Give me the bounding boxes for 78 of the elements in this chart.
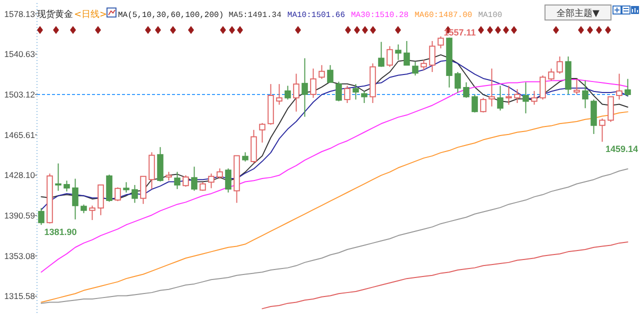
annotation: MA(5,10,30,60,100,200) <box>118 11 224 20</box>
line-series <box>262 241 628 310</box>
candlestick <box>114 186 121 202</box>
candlestick <box>72 178 78 220</box>
candlestick <box>208 173 214 189</box>
y-tick-label: 1315.58 <box>4 291 36 302</box>
candlestick <box>352 84 359 100</box>
candlestick <box>310 68 316 98</box>
candlestick <box>378 41 384 68</box>
candlestick <box>55 162 62 192</box>
candlestick <box>506 85 512 106</box>
candlestick <box>174 171 180 190</box>
text: 现货黄金 <box>37 9 73 20</box>
candlestick <box>302 58 308 118</box>
y-tick-label: 1578.13 <box>4 8 36 19</box>
candlestick <box>361 90 368 104</box>
candlestick <box>514 88 520 104</box>
candlestick <box>98 184 104 216</box>
candlestick <box>540 74 546 100</box>
candlestick <box>412 61 418 76</box>
candlestick <box>386 46 393 68</box>
candlestick <box>182 174 189 188</box>
candlestick <box>624 78 631 97</box>
candlestick <box>522 82 529 114</box>
candlestick <box>480 97 486 113</box>
candlestick <box>336 81 342 102</box>
candlestick <box>556 56 563 74</box>
annotation: 全部主题▼ <box>556 8 600 19</box>
y-tick-label: 1353.08 <box>4 250 36 261</box>
candlestick <box>420 59 427 71</box>
candlestick <box>327 64 334 83</box>
y-tick-label: 1503.12 <box>4 89 36 100</box>
candlestick <box>438 36 444 49</box>
candlestick <box>284 85 291 100</box>
candlestick <box>132 184 138 204</box>
candlestick <box>38 207 44 226</box>
candlestick <box>429 40 436 73</box>
y-tick-label: 1540.63 <box>4 49 36 60</box>
candlestick <box>225 168 232 194</box>
y-tick-label: 1465.61 <box>4 130 36 140</box>
candlestick <box>242 152 248 162</box>
y-tick-label: 1428.10 <box>4 170 36 180</box>
text: MA30:1510.28 <box>351 11 409 20</box>
candlestick <box>582 80 588 109</box>
annotation: 1459.14 <box>605 144 638 154</box>
candlestick <box>599 118 606 142</box>
candlestick <box>259 122 266 144</box>
candlestick <box>574 78 580 95</box>
candlestick <box>616 73 622 100</box>
annotation: 1381.90 <box>44 226 77 237</box>
candlestick <box>404 40 410 66</box>
candlestick <box>64 180 70 192</box>
candlestick <box>140 176 146 204</box>
candlestick <box>293 73 300 112</box>
candlestick <box>608 96 614 122</box>
candlestick <box>463 82 470 98</box>
text: MA100 <box>478 11 502 20</box>
text: MA10:1501.66 <box>287 11 346 20</box>
candlestick <box>531 90 538 106</box>
y-tick-label: 1390.59 <box>4 210 36 221</box>
annotation: 1557.11 <box>444 27 476 38</box>
candlestick <box>395 44 402 60</box>
candlestick <box>216 168 223 180</box>
candlestick <box>344 85 350 104</box>
text: MA5:1491.34 <box>228 11 282 20</box>
candlestick <box>191 166 198 192</box>
text: <日线> <box>74 9 108 20</box>
candlestick <box>454 72 461 94</box>
candlestick <box>548 68 554 82</box>
candlestick <box>497 85 504 112</box>
candlestick <box>89 205 96 221</box>
candlestick <box>472 94 478 113</box>
candlestick <box>318 64 325 80</box>
candlestick <box>488 68 495 107</box>
candlestick <box>276 84 282 106</box>
candlestick <box>123 182 130 194</box>
line-series <box>40 168 628 304</box>
text: MA60:1487.00 <box>414 11 472 20</box>
